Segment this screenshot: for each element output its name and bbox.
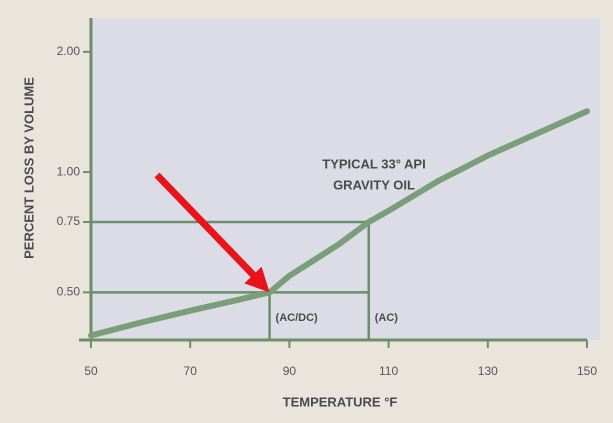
reference-label: (AC): [375, 312, 399, 324]
y-tick-label: 0.50: [57, 285, 81, 299]
x-tick-label: 90: [283, 364, 297, 378]
x-tick-label: 150: [577, 364, 597, 378]
x-tick-label: 70: [184, 364, 198, 378]
x-tick-label: 50: [84, 364, 98, 378]
annotation: TYPICAL 33° API: [322, 156, 425, 171]
x-axis-label: TEMPERATURE °F: [283, 394, 398, 409]
curve: [88, 108, 590, 339]
x-tick-label: 130: [478, 364, 498, 378]
x-tick-label: 110: [379, 364, 398, 378]
y-tick-label: 1.00: [57, 164, 81, 178]
y-axis-label: PERCENT LOSS BY VOLUME: [21, 77, 36, 259]
y-tick-label: 0.75: [57, 214, 81, 228]
annotation: GRAVITY OIL: [333, 177, 415, 192]
reference-label: (AC/DC): [276, 312, 318, 324]
plot-area: [91, 18, 600, 340]
arrow-shaft: [154, 172, 261, 282]
y-tick-label: 2.00: [57, 44, 81, 58]
arrow-head: [244, 266, 270, 293]
